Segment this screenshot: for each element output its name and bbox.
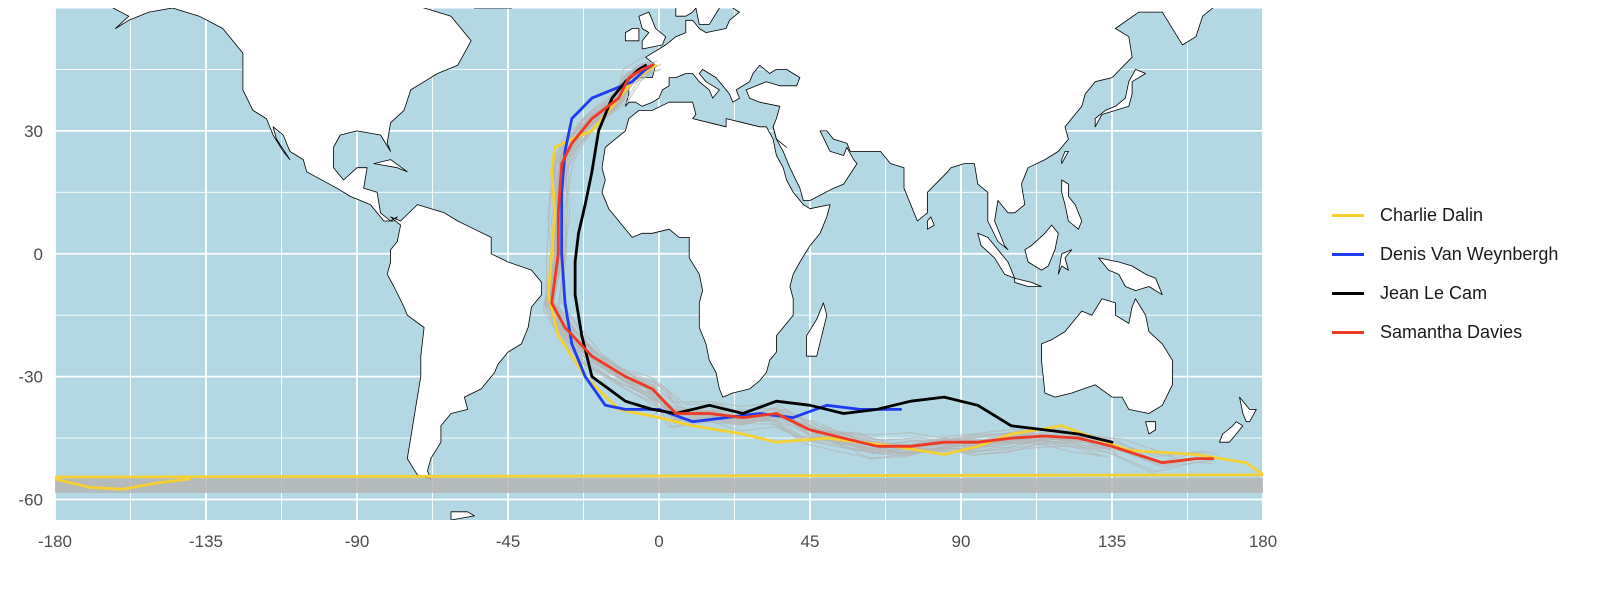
land-greenland <box>473 8 512 9</box>
land-masses <box>112 8 1257 520</box>
legend-label: Samantha Davies <box>1380 322 1523 342</box>
land-new-guinea <box>1098 257 1163 296</box>
land-sulawesi <box>1057 249 1073 275</box>
land-arabia-link <box>772 126 787 148</box>
land-philippines <box>1061 179 1083 230</box>
track-jean-le-cam <box>573 63 1114 444</box>
y-tick-label: 0 <box>34 245 43 264</box>
land-sri-lanka <box>927 216 935 230</box>
land-java <box>1014 277 1042 287</box>
legend-swatch <box>1332 331 1364 334</box>
x-tick-label: -90 <box>345 532 370 551</box>
legend-item-denis-van-weynbergh: Denis Van Weynbergh <box>1332 235 1558 274</box>
land-south-america <box>386 204 542 480</box>
land-sumatra <box>977 232 1016 279</box>
highlighted-skipper-tracks <box>55 63 1263 491</box>
land-australia <box>1041 298 1173 414</box>
axis-tick-labels: -180 -135 -90 -45 0 45 90 135 180 -60 -30 0 30 <box>18 122 1277 551</box>
land-nz-north <box>1239 396 1257 423</box>
land-antarctica-tip <box>450 511 475 520</box>
legend-label: Charlie Dalin <box>1380 205 1484 225</box>
land-borneo <box>1024 224 1059 271</box>
other-track-line <box>548 70 1166 465</box>
land-north-america <box>112 8 472 222</box>
land-africa <box>601 101 831 398</box>
legend: Charlie Dalin Denis Van Weynbergh Jean L… <box>1332 196 1558 352</box>
legend-item-charlie-dalin: Charlie Dalin <box>1332 196 1558 235</box>
land-europe-asia <box>625 8 1214 251</box>
x-tick-label: 180 <box>1249 532 1277 551</box>
land-cuba <box>373 159 408 173</box>
land-nz-south <box>1219 421 1244 443</box>
x-tick-label: 45 <box>801 532 820 551</box>
x-tick-label: 90 <box>952 532 971 551</box>
other-track-line <box>543 64 1073 451</box>
x-tick-label: 135 <box>1098 532 1126 551</box>
track-charlie-dalin <box>55 477 191 491</box>
land-madagascar <box>806 302 828 357</box>
track-samantha-davies <box>550 63 1215 465</box>
legend-label: Denis Van Weynbergh <box>1380 244 1559 264</box>
land-taiwan <box>1061 150 1069 165</box>
x-tick-label: -135 <box>189 532 223 551</box>
y-tick-label: -60 <box>18 491 43 510</box>
track-charlie-dalin <box>55 473 1263 479</box>
x-tick-label: -180 <box>38 532 72 551</box>
x-tick-label: 0 <box>654 532 663 551</box>
y-tick-label: -30 <box>18 368 43 387</box>
track-denis-van-weynbergh <box>560 63 902 424</box>
land-ireland <box>625 28 640 42</box>
legend-swatch <box>1332 214 1364 217</box>
land-tasmania <box>1145 421 1156 435</box>
land-britain <box>638 11 667 50</box>
x-tick-label: -45 <box>496 532 521 551</box>
legend-item-samantha-davies: Samantha Davies <box>1332 313 1558 352</box>
other-track-line <box>548 60 1075 448</box>
y-tick-label: 30 <box>24 122 43 141</box>
legend-swatch <box>1332 292 1364 295</box>
legend-item-jean-le-cam: Jean Le Cam <box>1332 274 1558 313</box>
legend-swatch <box>1332 253 1364 256</box>
land-japan <box>1094 69 1146 128</box>
legend-label: Jean Le Cam <box>1380 283 1488 303</box>
